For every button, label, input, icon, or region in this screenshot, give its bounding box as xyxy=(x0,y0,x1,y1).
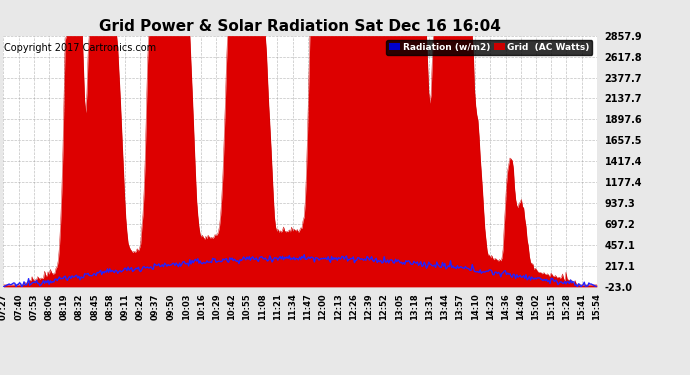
Legend: Radiation (w/m2), Grid  (AC Watts): Radiation (w/m2), Grid (AC Watts) xyxy=(386,40,592,54)
Title: Grid Power & Solar Radiation Sat Dec 16 16:04: Grid Power & Solar Radiation Sat Dec 16 … xyxy=(99,20,501,34)
Text: Copyright 2017 Cartronics.com: Copyright 2017 Cartronics.com xyxy=(4,43,156,53)
